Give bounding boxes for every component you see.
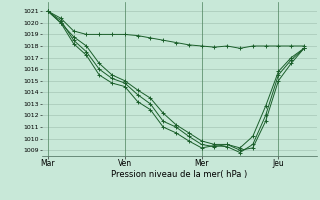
X-axis label: Pression niveau de la mer( hPa ): Pression niveau de la mer( hPa ) (111, 170, 247, 179)
